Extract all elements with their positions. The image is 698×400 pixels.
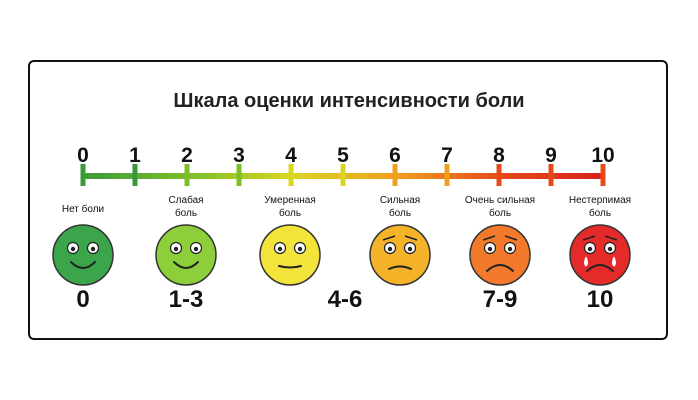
- face-caption-line: боль: [174, 208, 198, 219]
- face-caption-line: Нет боли: [61, 204, 105, 215]
- scale-number-7: 7: [441, 144, 453, 167]
- face-caption-line: Нестерпимая: [568, 195, 632, 206]
- scale-tick-0: [80, 164, 86, 186]
- chart-title: Шкала оценки интенсивности боли: [173, 90, 525, 112]
- face-caption-line: боль: [488, 208, 512, 219]
- group-label-0: 0: [76, 286, 90, 313]
- scale-tick-7: [444, 164, 450, 186]
- group-label-10: 10: [586, 286, 614, 313]
- scale-number-2: 2: [181, 144, 193, 167]
- scale-tick-2: [184, 164, 190, 186]
- face-crying-icon: [569, 224, 631, 286]
- scale-number-4: 4: [285, 144, 297, 167]
- face-happy-icon: [52, 224, 114, 286]
- scale-tick-4: [288, 164, 294, 186]
- face-caption-line: Очень сильная: [464, 195, 536, 206]
- scale-number-1: 1: [129, 144, 141, 167]
- face-neutral-icon: [259, 224, 321, 286]
- scale-tick-5: [340, 164, 346, 186]
- face-happy-icon: [155, 224, 217, 286]
- group-label-7-9: 7-9: [482, 286, 518, 313]
- scale-tick-10: [600, 164, 606, 186]
- scale-number-3: 3: [233, 144, 245, 167]
- scale-number-9: 9: [545, 144, 557, 167]
- face-caption-0: Нет боли: [28, 203, 138, 216]
- scale-number-0: 0: [77, 144, 89, 167]
- face-caption-5: Нестерпимая боль: [545, 194, 655, 220]
- scale-tick-8: [496, 164, 502, 186]
- scale-tick-6: [392, 164, 398, 186]
- face-sadder-icon: [469, 224, 531, 286]
- face-sad-icon: [369, 224, 431, 286]
- scale-number-8: 8: [493, 144, 505, 167]
- scale-tick-9: [548, 164, 554, 186]
- scale-number-6: 6: [389, 144, 401, 167]
- face-caption-2: Умеренная боль: [235, 194, 345, 220]
- scale-number-10: 10: [591, 144, 615, 167]
- face-caption-line: боль: [278, 208, 302, 219]
- face-caption-1: Слабая боль: [131, 194, 241, 220]
- scale-number-5: 5: [337, 144, 349, 167]
- face-caption-line: Сильная: [379, 195, 421, 206]
- pain-scale-card: [28, 60, 668, 340]
- face-caption-line: Слабая: [168, 195, 204, 206]
- face-caption-4: Очень сильная боль: [445, 194, 555, 220]
- scale-tick-1: [132, 164, 138, 186]
- face-caption-3: Сильная боль: [345, 194, 455, 220]
- face-caption-line: боль: [388, 208, 412, 219]
- face-caption-line: Умеренная: [264, 195, 316, 206]
- scale-tick-3: [236, 164, 242, 186]
- face-caption-line: боль: [588, 208, 612, 219]
- group-label-1-3: 1-3: [168, 286, 204, 313]
- group-label-4-6: 4-6: [327, 286, 363, 313]
